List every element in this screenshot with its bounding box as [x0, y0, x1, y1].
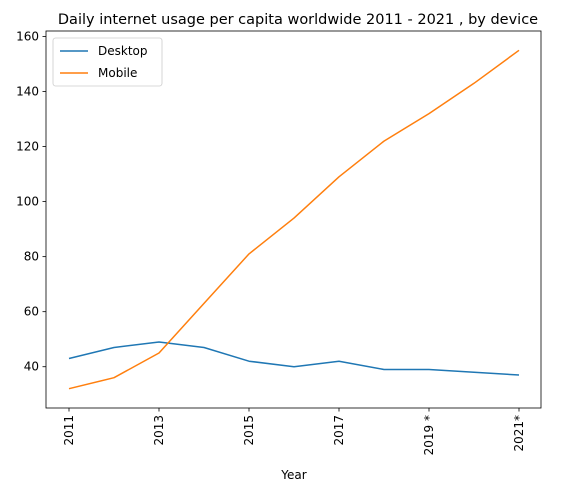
series-line-mobile	[68, 49, 520, 390]
plot-area	[45, 30, 542, 409]
x-tick-label: 2013	[152, 415, 166, 446]
y-tick-label: 120	[16, 140, 39, 154]
plot-frame	[45, 30, 542, 409]
chart-title: Daily internet usage per capita worldwid…	[58, 12, 538, 28]
y-tick-label: 140	[16, 85, 39, 99]
y-tick-label: 80	[24, 250, 39, 264]
legend-box	[52, 37, 163, 87]
series-layer	[68, 49, 520, 390]
y-tick-label: 40	[24, 360, 39, 374]
legend-label: Desktop	[98, 44, 148, 58]
x-axis: 2011 2013 2015 2017 2019 * 2021*	[62, 408, 526, 455]
x-tick-label: 2019 *	[422, 415, 436, 455]
x-tick-label: 2017	[332, 415, 346, 446]
x-tick-label: 2021*	[512, 415, 526, 452]
series-line-desktop	[68, 341, 520, 376]
y-tick-label: 100	[16, 195, 39, 209]
x-tick-label: 2011	[62, 415, 76, 446]
x-tick-label: 2015	[242, 415, 256, 446]
legend-label: Mobile	[98, 66, 137, 80]
x-axis-title: Year	[280, 468, 306, 482]
y-tick-label: 160	[16, 30, 39, 44]
y-tick-label: 60	[24, 305, 39, 319]
y-axis: 40 60 80 100 120 140 160	[16, 30, 46, 374]
legend: Desktop Mobile	[52, 37, 163, 87]
